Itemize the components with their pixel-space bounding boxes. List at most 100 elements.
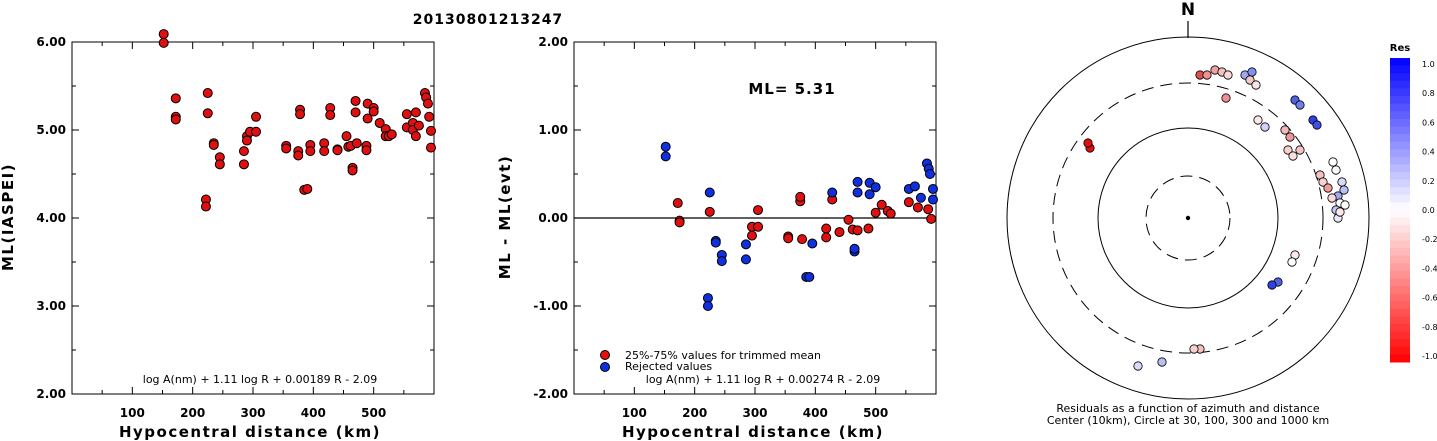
middle-point-blue bbox=[849, 243, 860, 254]
colorbar-cell bbox=[1390, 149, 1410, 158]
middle-point-blue bbox=[740, 254, 751, 265]
left-point-red bbox=[214, 159, 225, 170]
colorbar-label: -1.0 bbox=[1422, 352, 1437, 361]
middle-point-red bbox=[843, 214, 854, 225]
middle-point-red bbox=[672, 198, 683, 209]
colorbar-cell bbox=[1390, 111, 1410, 120]
ring-1000km bbox=[1006, 36, 1370, 400]
polar-point bbox=[1295, 145, 1305, 155]
polar-point bbox=[1247, 67, 1257, 77]
middle-ytick-label: 0.00 bbox=[538, 211, 568, 225]
polar-point bbox=[1327, 193, 1337, 203]
polar-point bbox=[1335, 207, 1345, 217]
middle-point-blue bbox=[716, 256, 727, 267]
middle-chart: 2.00 1.00 0.00 -1.00 -2.00 100 200 300 400 500 ML… bbox=[496, 35, 938, 441]
colorbar-cell bbox=[1390, 255, 1410, 264]
left-point-red bbox=[158, 37, 169, 48]
colorbar-cell bbox=[1390, 141, 1410, 150]
middle-point-blue bbox=[852, 176, 863, 187]
left-formula: log A(nm) + 1.11 log R + 0.00189 R - 2.0… bbox=[143, 373, 377, 386]
colorbar-cell bbox=[1390, 240, 1410, 249]
left-xlabel: Hypocentral distance (km) bbox=[119, 423, 381, 441]
colorbar-cell bbox=[1390, 210, 1410, 219]
left-ytick-label: 5.00 bbox=[36, 123, 66, 137]
middle-point-red bbox=[821, 223, 832, 234]
middle-ylabel: ML - ML(evt) bbox=[496, 155, 514, 279]
left-point-red bbox=[319, 146, 330, 157]
left-point-red bbox=[332, 145, 343, 156]
polar-point bbox=[1267, 280, 1277, 290]
middle-tick-labels: 2.00 1.00 0.00 -1.00 -2.00 100 200 300 400 500 bbox=[533, 35, 888, 420]
colorbar-cell bbox=[1390, 164, 1410, 173]
middle-point-blue bbox=[704, 187, 715, 198]
middle-point-red bbox=[870, 207, 881, 218]
middle-point-blue bbox=[660, 151, 671, 162]
colorbar-title: Res bbox=[1390, 43, 1410, 54]
colorbar-cell bbox=[1390, 331, 1410, 340]
colorbar-cell bbox=[1390, 293, 1410, 302]
colorbar-cell bbox=[1390, 324, 1410, 333]
colorbar-cell bbox=[1390, 301, 1410, 310]
middle-point-red bbox=[876, 199, 887, 210]
left-point-red bbox=[413, 120, 424, 131]
ring-300km bbox=[1052, 82, 1324, 354]
left-point-red bbox=[202, 88, 213, 99]
polar-point bbox=[1251, 80, 1261, 90]
polar-point bbox=[1331, 165, 1341, 175]
colorbar-cell bbox=[1390, 286, 1410, 295]
polar-point bbox=[1287, 257, 1297, 267]
left-point-red bbox=[238, 159, 249, 170]
middle-point-blue bbox=[924, 169, 935, 179]
left-point-red bbox=[293, 150, 304, 161]
colorbar-cell bbox=[1390, 225, 1410, 234]
polar-point bbox=[1318, 177, 1328, 187]
colorbar-cell bbox=[1390, 172, 1410, 181]
middle-point-blue bbox=[927, 183, 938, 194]
colorbar-cell bbox=[1390, 118, 1410, 127]
colorbar-cell bbox=[1390, 217, 1410, 226]
left-points bbox=[158, 29, 436, 212]
colorbar-cell bbox=[1390, 308, 1410, 317]
polar-point bbox=[1202, 70, 1212, 80]
colorbar: Res 1.0 0.8 0.6 0.4 0.2 0.0 -0.2 -0.4 -0.6 -0.8 -1… bbox=[1390, 43, 1437, 363]
colorbar-label: -0.8 bbox=[1422, 323, 1437, 332]
colorbar-cell bbox=[1390, 96, 1410, 105]
left-chart: 6.00 5.00 4.00 3.00 2.00 100 200 300 400 500 log … bbox=[0, 29, 436, 441]
colorbar-cell bbox=[1390, 270, 1410, 279]
middle-ytick-label: -2.00 bbox=[533, 387, 568, 401]
legend-red-marker bbox=[600, 350, 610, 360]
middle-point-blue bbox=[852, 187, 863, 198]
middle-point-red bbox=[797, 234, 808, 245]
colorbar-cell bbox=[1390, 179, 1410, 188]
middle-ytick-label: 1.00 bbox=[538, 123, 568, 137]
colorbar-label: 0.4 bbox=[1422, 148, 1435, 157]
colorbar-cell bbox=[1390, 354, 1410, 363]
polar-point bbox=[1285, 132, 1295, 142]
left-point-red bbox=[401, 109, 412, 120]
left-point-red bbox=[386, 129, 397, 140]
left-ytick-label: 2.00 bbox=[36, 387, 66, 401]
middle-point-red bbox=[674, 217, 685, 228]
left-point-red bbox=[424, 111, 435, 122]
left-axes bbox=[71, 41, 435, 395]
polar-point bbox=[1283, 145, 1293, 155]
left-point-red bbox=[350, 107, 361, 118]
colorbar-cell bbox=[1390, 80, 1410, 89]
figure-title: 20130801213247 bbox=[413, 12, 563, 28]
middle-point-blue bbox=[927, 194, 938, 205]
polar-point bbox=[1221, 93, 1231, 103]
middle-point-red bbox=[885, 208, 896, 219]
colorbar-cell bbox=[1390, 65, 1410, 74]
middle-xlabel: Hypocentral distance (km) bbox=[622, 423, 884, 441]
colorbar-scale bbox=[1390, 58, 1410, 363]
middle-xtick-label: 200 bbox=[682, 406, 707, 420]
middle-point-red bbox=[863, 223, 874, 234]
polar-chart: N Residuals as a function of azimuth and… bbox=[1006, 0, 1370, 427]
left-point-red bbox=[410, 107, 421, 118]
left-point-red bbox=[158, 29, 169, 40]
colorbar-label: -0.2 bbox=[1422, 235, 1437, 244]
middle-point-red bbox=[926, 213, 937, 224]
colorbar-cell bbox=[1390, 232, 1410, 241]
colorbar-label: 0.2 bbox=[1422, 177, 1435, 186]
